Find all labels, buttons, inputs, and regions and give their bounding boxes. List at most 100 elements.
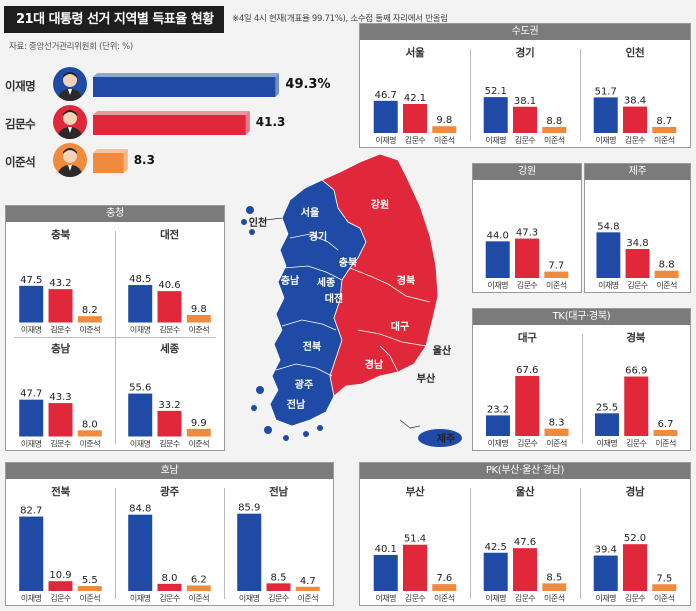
person-icon	[57, 148, 83, 177]
jeju-island	[418, 429, 462, 447]
region-chart: 서울 46.7 이재명 42.1 김문수 9.8 이준석	[360, 41, 470, 147]
candidate-label: 이준석	[79, 325, 100, 335]
region-chart: 전북 82.7 이재명 10.9 김문수 5.5 이준석	[6, 480, 115, 605]
region-chart: 대전 48.5 이재명 40.6 김문수 9.8 이준석	[115, 223, 224, 337]
incheon-leader-line	[265, 217, 283, 221]
bar	[485, 241, 510, 278]
bar	[593, 97, 618, 133]
value-label: 9.8	[436, 115, 452, 126]
candidate-label: 김문수	[159, 325, 180, 335]
national-bar	[93, 149, 128, 173]
candidate-label: 이재명	[21, 325, 42, 335]
candidate-label: 이재명	[598, 280, 619, 290]
page-title: 21대 대통령 선거 지역별 득표율 현황	[4, 6, 224, 33]
value-label: 40.6	[158, 280, 180, 291]
region-bars: 23.2 이재명 67.6 김문수 8.3 이준석	[485, 365, 569, 448]
bar	[77, 316, 102, 323]
bar	[593, 555, 618, 591]
bar	[623, 544, 647, 591]
value-label: 47.3	[516, 228, 538, 239]
region-panel: 호남 전북 82.7 이재명 10.9 김문수 5.5 이준석 광주 84.8 이재명 8.0 김문수 6…	[5, 462, 334, 606]
candidate-label: 이재명	[595, 593, 616, 603]
region-name: 경북	[626, 332, 646, 344]
candidate-avatar	[53, 143, 87, 177]
candidate-label: 이준석	[656, 280, 677, 290]
bar	[652, 584, 677, 591]
region-bars: 52.1 이재명 38.1 김문수 8.8 이준석	[483, 86, 567, 145]
value-label: 40.1	[375, 544, 397, 555]
region-chart: 부산 40.1 이재명 51.4 김문수 7.6 이준석	[360, 480, 470, 605]
region-name: 부산	[405, 486, 425, 498]
island	[256, 386, 264, 394]
value-label: 7.6	[436, 573, 452, 584]
map-label: 경북	[397, 274, 415, 287]
candidate-label: 이재명	[595, 135, 616, 145]
region-chart: 울산 42.5 이재명 47.6 김문수 8.5 이준석	[470, 480, 580, 605]
province-border	[349, 267, 431, 303]
value-label: 85.9	[238, 503, 260, 514]
province-border	[357, 329, 427, 347]
value-label: 9.9	[191, 417, 207, 428]
bar	[266, 583, 291, 591]
bar	[295, 586, 320, 591]
note-text: ※4일 4시 현재(개표율 99.71%), 소수점 둘째 자리에서 반올림	[232, 14, 448, 24]
bar	[128, 393, 153, 436]
candidate-label: 김문수	[625, 438, 646, 448]
bar	[403, 544, 427, 591]
bar	[186, 428, 211, 436]
candidate-label: 이준석	[188, 438, 209, 448]
value-label: 43.3	[49, 392, 71, 403]
bar	[596, 232, 621, 278]
region-chart: 전남 85.9 이재명 8.5 김문수 4.7 이준석	[224, 480, 333, 605]
island	[317, 425, 323, 431]
value-label: 33.2	[158, 399, 180, 410]
map-label: 인천	[249, 216, 267, 229]
region-panel: TK(대구·경북) 대구 23.2 이재명 67.6 김문수 8.3 이준석 경북 25.5 이재명…	[472, 308, 691, 451]
candidate-label: 이준석	[655, 438, 676, 448]
region-name: 대구	[517, 332, 537, 344]
province-border	[281, 319, 337, 331]
candidate-label: 이준석	[434, 135, 455, 145]
island	[283, 435, 289, 441]
region-panel: PK(부산·울산·경남) 부산 40.1 이재명 51.4 김문수 7.6 이준석 울산 42.5…	[359, 462, 691, 606]
column-divider	[580, 488, 581, 599]
candidate-label: 이재명	[487, 280, 508, 290]
region-name: 경남	[625, 486, 645, 498]
value-label: 38.4	[624, 96, 646, 107]
national-bar	[93, 73, 280, 97]
region-bars: 84.8 이재명 8.0 김문수 6.2 이준석	[128, 504, 211, 603]
region-bars: 54.8 이재명 34.8 김문수 8.8 이준석	[596, 221, 679, 290]
national-row: 이재명 49.3%	[5, 67, 335, 103]
bar	[128, 285, 153, 323]
bar	[19, 399, 44, 436]
candidate-label: 김문수	[627, 280, 648, 290]
bar	[19, 516, 44, 591]
candidate-label: 김문수	[159, 593, 180, 603]
region-name: 대전	[160, 229, 179, 241]
value-label: 7.7	[548, 261, 564, 272]
value-label: 8.8	[659, 260, 675, 271]
candidate-label: 김문수	[405, 135, 426, 145]
person-icon	[57, 110, 83, 139]
candidate-label: 이재명	[130, 438, 151, 448]
region-bars: 40.1 이재명 51.4 김문수 7.6 이준석	[373, 534, 457, 603]
region-name: 전북	[51, 486, 70, 498]
region-bars: 39.4 이재명 52.0 김문수 7.5 이준석	[593, 533, 677, 603]
region-panel: 수도권 서울 46.7 이재명 42.1 김문수 9.8 이준석 경기 52.1 이재명 38.1 김문…	[359, 23, 691, 148]
value-label: 42.1	[404, 93, 426, 104]
map-label: 충남	[281, 274, 300, 287]
bar	[403, 103, 427, 133]
candidate-avatar	[53, 67, 87, 101]
region-bars: 44.0 이재명 47.3 김문수 7.7 이준석	[485, 228, 569, 290]
value-label: 51.4	[404, 534, 426, 545]
map-label: 경기	[309, 230, 327, 243]
panel-title: 강원	[473, 164, 581, 180]
value-label: 52.1	[485, 86, 507, 97]
value-label: 10.9	[49, 570, 71, 581]
value-label: 8.7	[656, 116, 672, 127]
region-bars: 47.5 이재명 43.2 김문수 8.2 이준석	[19, 275, 102, 335]
candidate-label: 이준석	[79, 593, 100, 603]
value-label: 47.7	[20, 388, 42, 399]
value-label: 52.0	[624, 533, 646, 544]
island	[303, 431, 309, 437]
